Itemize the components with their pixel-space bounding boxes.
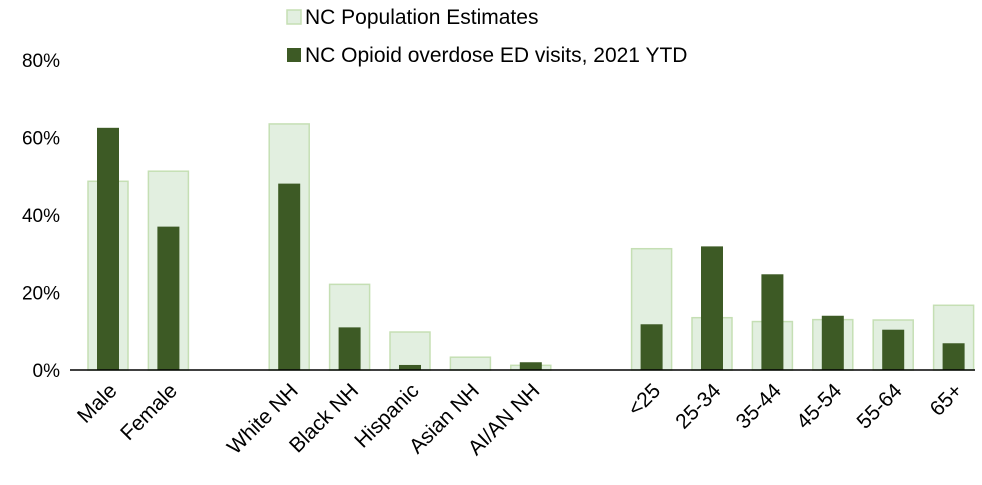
x-tick-label-female: Female [116, 379, 182, 445]
legend: NC Population Estimates NC Opioid overdo… [286, 6, 687, 67]
bar-overdose-25 [640, 324, 663, 370]
bar-population-asian-nh [449, 356, 492, 371]
bar-overdose-female [157, 226, 180, 370]
bar-overdose-65 [942, 343, 965, 370]
x-tick-label-35-44: 35-44 [732, 379, 786, 433]
y-tick-label-20: 20% [22, 284, 60, 305]
x-tick-label-65: 65+ [926, 379, 967, 420]
legend-label-overdose: NC Opioid overdose ED visits, 2021 YTD [305, 44, 687, 67]
legend-swatch-population [286, 9, 302, 25]
y-tick-label-80: 80% [22, 51, 60, 72]
legend-label-population: NC Population Estimates [305, 6, 538, 29]
x-tick-label-male: Male [73, 379, 121, 427]
x-tick-label-45-54: 45-54 [792, 379, 846, 433]
bar-overdose-35-44 [761, 274, 784, 370]
bar-overdose-45-54 [821, 315, 844, 370]
bar-overdose-hispanic [399, 364, 421, 370]
bar-overdose-male [97, 127, 119, 370]
x-tick-label-25-34: 25-34 [671, 379, 725, 433]
y-tick-label-60: 60% [22, 129, 60, 150]
bar-overdose-25-34 [701, 246, 723, 370]
x-tick-label-25: <25 [624, 379, 665, 420]
bar-overdose-white-nh [278, 183, 301, 370]
bars [87, 123, 975, 371]
y-tick-label-0: 0% [33, 361, 61, 382]
bar-overdose-55-64 [882, 329, 905, 370]
y-axis-ticks: 0% 20% 40% 60% 80% [22, 51, 60, 382]
bar-overdose-black-nh [338, 327, 361, 370]
bar-overdose-ai-an-nh [519, 362, 542, 370]
bar-population-hispanic [389, 331, 431, 371]
x-tick-label-55-64: 55-64 [852, 379, 906, 433]
y-tick-label-40: 40% [22, 206, 60, 227]
legend-swatch-overdose [287, 48, 301, 62]
